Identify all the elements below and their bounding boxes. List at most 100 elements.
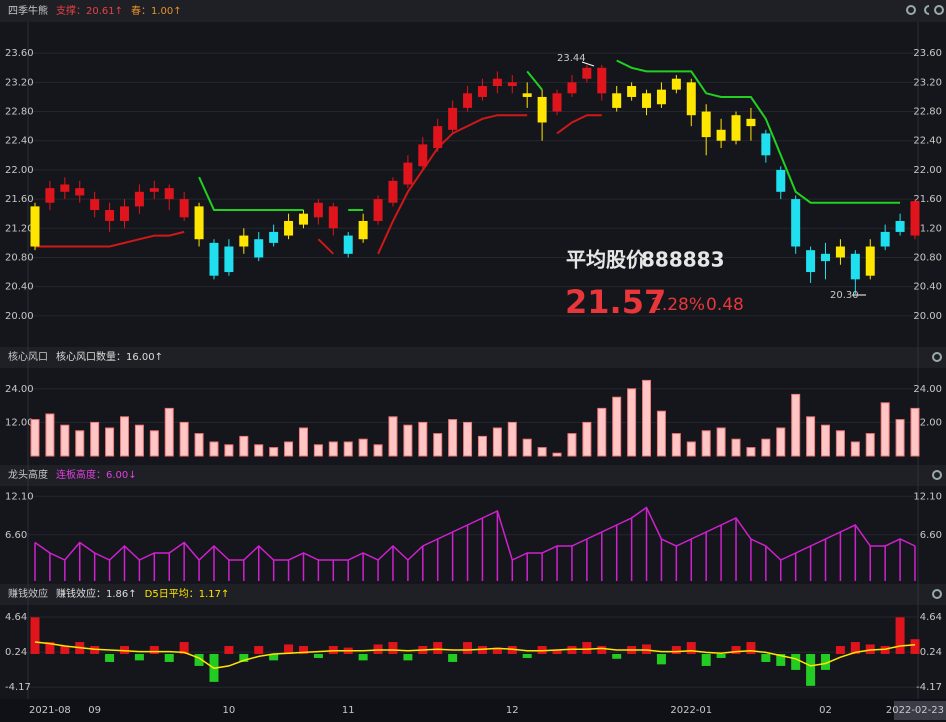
indicator-line — [198, 59, 901, 211]
bar — [612, 396, 622, 457]
bar — [388, 416, 398, 457]
y-tick-label: 22.00 — [5, 165, 34, 176]
bar — [522, 438, 532, 457]
bar — [358, 438, 368, 457]
bar — [821, 653, 831, 670]
settings-icon[interactable] — [906, 5, 916, 15]
candle-body — [298, 213, 308, 225]
candle-body — [463, 93, 473, 108]
x-tick-label: 10 — [223, 705, 236, 716]
bar — [492, 647, 502, 654]
panel-title: 四季牛熊 — [8, 4, 48, 17]
bar — [642, 644, 652, 654]
header-bar — [0, 347, 946, 368]
bar — [224, 444, 234, 457]
candle-body — [119, 206, 129, 221]
candle-body — [388, 180, 398, 203]
x-tick-label: 02 — [819, 705, 832, 716]
bar — [284, 644, 294, 654]
bar — [537, 447, 547, 457]
y-tick-label: 24.00 — [913, 384, 942, 395]
candle-body — [567, 82, 577, 94]
stock-name: 平均股价 — [566, 248, 647, 272]
bar — [507, 646, 517, 654]
bar — [597, 407, 607, 457]
candle-body — [507, 82, 517, 87]
change-amount: 0.48 — [706, 295, 744, 315]
bar — [179, 642, 189, 654]
bar — [746, 447, 756, 457]
settings-icon[interactable] — [932, 589, 942, 599]
bar — [850, 441, 860, 457]
candle-body — [313, 202, 323, 218]
bar — [806, 416, 816, 457]
bar — [90, 646, 100, 654]
bar — [254, 646, 264, 654]
bar — [209, 441, 219, 457]
candle-body — [731, 115, 741, 141]
y-tick-label: 22.80 — [5, 107, 34, 118]
y-tick-label: 0.24 — [920, 647, 942, 658]
bar — [492, 427, 502, 457]
bar — [701, 430, 711, 457]
candle-body — [895, 220, 905, 232]
toolbar-icons[interactable] — [906, 5, 944, 599]
candle-body — [209, 242, 219, 276]
settings-icon[interactable] — [932, 470, 942, 480]
candle-body — [418, 144, 428, 167]
candle-body — [433, 126, 443, 149]
bar — [671, 646, 681, 654]
settings-icon[interactable] — [932, 352, 942, 362]
bar — [149, 646, 159, 654]
bar — [477, 646, 487, 654]
y-tick-label: 20.40 — [913, 282, 942, 293]
candle-body — [75, 188, 85, 196]
bar — [910, 407, 920, 457]
candle-body — [582, 67, 592, 79]
bar — [105, 427, 115, 457]
settings-icon[interactable] — [934, 5, 944, 15]
y-tick-label: 12.00 — [5, 417, 34, 428]
bar — [597, 646, 607, 654]
bar — [821, 424, 831, 457]
date-highlight — [894, 701, 946, 720]
candle-body — [776, 169, 786, 192]
bar — [343, 441, 353, 457]
header-bar — [0, 0, 946, 22]
header-bar — [0, 584, 946, 605]
bar — [119, 646, 129, 654]
bar — [194, 433, 204, 457]
stem-outline — [34, 506, 916, 562]
bar — [328, 441, 338, 457]
date-axis-bar — [0, 699, 946, 722]
x-tick-label: 2021-08 — [29, 705, 71, 716]
candle-body — [164, 188, 174, 200]
bar — [656, 410, 666, 457]
bar — [45, 642, 55, 654]
legend-label: 支撑：20.61↑ — [56, 4, 123, 17]
bar — [776, 653, 786, 666]
bar — [716, 653, 726, 658]
y-tick-label: 6.60 — [5, 530, 27, 541]
panel-title: 赚钱效应 — [8, 587, 48, 600]
candle-body — [492, 78, 502, 87]
bar — [701, 653, 711, 666]
candle-body — [105, 210, 115, 221]
candle-body — [910, 201, 920, 236]
legend-label: 赚钱效应：1.86↑ — [56, 587, 137, 600]
y-tick-label: 20.80 — [5, 252, 34, 263]
y-tick-label: 4.64 — [920, 612, 942, 623]
y-tick-label: 6.60 — [920, 530, 942, 541]
refresh-icon[interactable] — [924, 5, 930, 15]
annotation: 23.44 — [557, 53, 586, 64]
bar — [134, 424, 144, 457]
bar — [642, 379, 652, 457]
legend-label: D5日平均：1.17↑ — [145, 588, 230, 600]
candle-body — [850, 253, 860, 280]
y-tick-label: 22.40 — [5, 136, 34, 147]
x-tick-label: 09 — [88, 705, 101, 716]
bar — [358, 653, 368, 661]
y-tick-label: 23.60 — [913, 48, 942, 59]
bar — [552, 452, 562, 457]
annotation-arrow — [581, 61, 595, 67]
